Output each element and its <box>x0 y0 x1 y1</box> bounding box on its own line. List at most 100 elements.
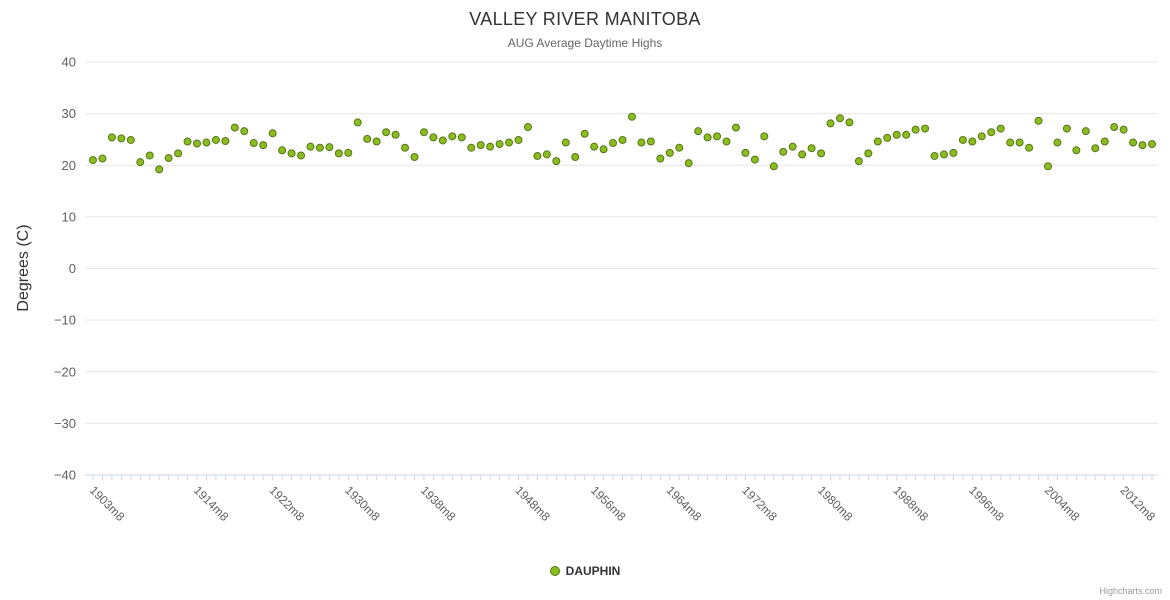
data-point[interactable] <box>731 123 740 132</box>
data-point[interactable] <box>939 150 948 159</box>
data-point[interactable] <box>334 149 343 158</box>
data-point[interactable] <box>1006 138 1015 147</box>
data-point[interactable] <box>1034 116 1043 125</box>
data-point[interactable] <box>627 112 636 121</box>
data-point[interactable] <box>1081 127 1090 136</box>
data-point[interactable] <box>202 138 211 147</box>
data-point[interactable] <box>930 151 939 160</box>
data-point[interactable] <box>155 165 164 174</box>
data-point[interactable] <box>533 151 542 160</box>
data-point[interactable] <box>542 150 551 159</box>
data-point[interactable] <box>637 138 646 147</box>
data-point[interactable] <box>684 159 693 168</box>
data-point[interactable] <box>183 137 192 146</box>
data-point[interactable] <box>486 142 495 151</box>
data-point[interactable] <box>1015 138 1024 147</box>
data-point[interactable] <box>703 133 712 142</box>
data-point[interactable] <box>958 135 967 144</box>
data-point[interactable] <box>798 150 807 159</box>
data-point[interactable] <box>750 155 759 164</box>
data-point[interactable] <box>599 145 608 154</box>
data-point[interactable] <box>949 148 958 157</box>
data-point[interactable] <box>1119 125 1128 134</box>
data-point[interactable] <box>145 151 154 160</box>
data-point[interactable] <box>315 143 324 152</box>
data-point[interactable] <box>987 128 996 137</box>
data-point[interactable] <box>297 151 306 160</box>
data-point[interactable] <box>618 135 627 144</box>
data-point[interactable] <box>1138 141 1147 150</box>
data-point[interactable] <box>807 144 816 153</box>
data-point[interactable] <box>760 132 769 141</box>
data-point[interactable] <box>240 127 249 136</box>
data-point[interactable] <box>722 137 731 146</box>
data-point[interactable] <box>230 123 239 132</box>
data-point[interactable] <box>211 135 220 144</box>
data-point[interactable] <box>429 133 438 142</box>
data-point[interactable] <box>817 149 826 158</box>
data-point[interactable] <box>1043 162 1052 171</box>
data-point[interactable] <box>164 154 173 163</box>
data-point[interactable] <box>89 156 97 165</box>
data-point[interactable] <box>977 132 986 141</box>
data-point[interactable] <box>996 124 1005 133</box>
data-point[interactable] <box>98 154 107 163</box>
data-point[interactable] <box>514 135 523 144</box>
data-point[interactable] <box>694 127 703 136</box>
data-point[interactable] <box>590 142 599 151</box>
data-point[interactable] <box>571 152 580 161</box>
data-point[interactable] <box>826 119 835 128</box>
data-point[interactable] <box>287 149 296 158</box>
data-point[interactable] <box>391 130 400 139</box>
legend-item-dauphin[interactable]: DAUPHIN <box>0 564 1170 578</box>
data-point[interactable] <box>646 137 655 146</box>
data-point[interactable] <box>136 158 145 167</box>
data-point[interactable] <box>221 136 230 145</box>
data-point[interactable] <box>675 143 684 152</box>
data-point[interactable] <box>665 148 674 157</box>
data-point[interactable] <box>892 130 901 139</box>
data-point[interactable] <box>779 147 788 156</box>
data-point[interactable] <box>769 162 778 171</box>
data-point[interactable] <box>382 128 391 137</box>
data-point[interactable] <box>741 148 750 157</box>
data-point[interactable] <box>1110 123 1119 132</box>
data-point[interactable] <box>1053 138 1062 147</box>
data-point[interactable] <box>457 133 466 142</box>
data-point[interactable] <box>845 118 854 127</box>
data-point[interactable] <box>1072 146 1081 155</box>
data-point[interactable] <box>656 154 665 163</box>
data-point[interactable] <box>1025 143 1034 152</box>
data-point[interactable] <box>419 128 428 137</box>
data-point[interactable] <box>259 141 268 150</box>
data-point[interactable] <box>372 137 381 146</box>
data-point[interactable] <box>353 118 362 127</box>
data-point[interactable] <box>325 143 334 152</box>
data-point[interactable] <box>495 140 504 149</box>
data-point[interactable] <box>448 132 457 141</box>
data-point[interactable] <box>854 157 863 166</box>
data-point[interactable] <box>344 148 353 157</box>
data-point[interactable] <box>278 146 287 155</box>
data-point[interactable] <box>363 134 372 143</box>
data-point[interactable] <box>1148 140 1156 149</box>
data-point[interactable] <box>580 129 589 138</box>
data-point[interactable] <box>126 135 135 144</box>
data-point[interactable] <box>249 139 258 148</box>
data-point[interactable] <box>467 143 476 152</box>
data-point[interactable] <box>476 141 485 150</box>
data-point[interactable] <box>921 124 930 133</box>
data-point[interactable] <box>193 139 202 148</box>
data-point[interactable] <box>561 138 570 147</box>
data-point[interactable] <box>117 134 126 143</box>
data-point[interactable] <box>268 129 277 138</box>
data-point[interactable] <box>552 157 561 166</box>
data-point[interactable] <box>883 133 892 142</box>
data-point[interactable] <box>609 139 618 148</box>
data-point[interactable] <box>1129 138 1138 147</box>
data-point[interactable] <box>523 123 532 132</box>
data-point[interactable] <box>438 136 447 145</box>
data-point[interactable] <box>835 114 844 123</box>
data-point[interactable] <box>174 149 183 158</box>
data-point[interactable] <box>911 125 920 134</box>
